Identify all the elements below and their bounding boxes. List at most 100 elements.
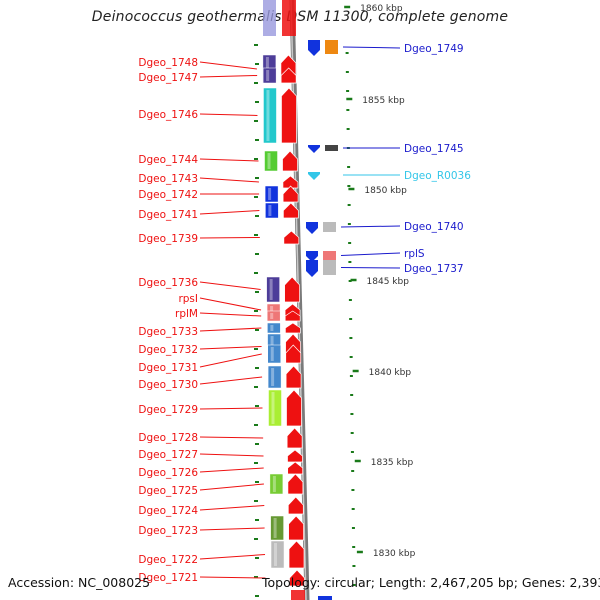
gene-label: Dgeo_1723 bbox=[138, 525, 198, 537]
leader-line bbox=[199, 483, 264, 491]
gene-box-shine bbox=[274, 543, 278, 566]
gene-left-Dgeo_1743: Dgeo_1743 bbox=[138, 173, 299, 189]
gene-arrow bbox=[287, 496, 304, 515]
gene-label: Dgeo_1728 bbox=[138, 432, 198, 444]
gene-label: Dgeo_1741 bbox=[138, 209, 198, 221]
gene-arrow bbox=[286, 427, 303, 449]
gene-left-Dgeo_1742: Dgeo_1742 bbox=[138, 185, 299, 203]
gene-arrow-reverse bbox=[306, 222, 318, 234]
leader-line bbox=[199, 467, 264, 473]
scale-label: 1830 kbp bbox=[373, 549, 416, 559]
map-title: Deinococcus geothermalis DSM 11300, comp… bbox=[91, 9, 509, 25]
gene-box bbox=[323, 222, 336, 232]
gene-left-Dgeo_1733: Dgeo_1733 bbox=[138, 322, 301, 338]
leader-line bbox=[340, 225, 401, 228]
gene-box bbox=[325, 145, 338, 151]
gene-arrow bbox=[280, 67, 297, 84]
leader-line bbox=[199, 576, 266, 579]
gene-arrow bbox=[286, 389, 302, 427]
gene-box bbox=[266, 310, 281, 322]
gene-box bbox=[267, 365, 282, 389]
gene-box-shine bbox=[271, 368, 275, 386]
gene-label: Dgeo_1722 bbox=[138, 554, 198, 566]
gene-left-Dgeo_1724: Dgeo_1724 bbox=[138, 496, 304, 517]
leader-line bbox=[199, 505, 265, 511]
gene-left-Dgeo_1739: Dgeo_1739 bbox=[138, 230, 300, 245]
leader-line bbox=[199, 210, 260, 215]
gene-box-shine bbox=[270, 313, 274, 319]
leader-line bbox=[199, 436, 264, 439]
gene-box bbox=[267, 322, 281, 334]
gene-left-Dgeo_1744: Dgeo_1744 bbox=[138, 150, 298, 172]
gene-box bbox=[264, 185, 279, 203]
gene-right-Dgeo_1749: Dgeo_1749 bbox=[308, 40, 464, 56]
leader-line bbox=[199, 297, 262, 311]
gene-box bbox=[266, 276, 280, 303]
gene-box bbox=[265, 202, 279, 219]
gene-left-rplM: rplM bbox=[175, 308, 301, 322]
leader-line bbox=[199, 61, 257, 70]
gene-label: Dgeo_1731 bbox=[138, 362, 198, 374]
gene-label: Dgeo_1743 bbox=[138, 173, 198, 185]
gene-arrow bbox=[285, 322, 301, 334]
gene-box bbox=[269, 473, 284, 495]
gene-arrow bbox=[287, 449, 303, 463]
gene-box bbox=[264, 150, 278, 172]
gene-arrow bbox=[283, 230, 300, 245]
scale-label: 1840 kbp bbox=[369, 368, 412, 378]
gene-box-shine bbox=[266, 90, 270, 141]
gene-arrow-reverse bbox=[308, 172, 320, 180]
gene-label: Dgeo_1737 bbox=[404, 263, 464, 275]
scale-label: 1850 kbp bbox=[364, 186, 407, 196]
gene-right-Dgeo_1745: Dgeo_1745 bbox=[308, 143, 464, 155]
gene-left-Dgeo_1747: Dgeo_1747 bbox=[138, 67, 297, 84]
scale-label: 1835 kbp bbox=[371, 458, 414, 468]
gene-label: rplS bbox=[404, 248, 425, 260]
gene-box-shine bbox=[272, 476, 276, 492]
gene-left-Dgeo_1729: Dgeo_1729 bbox=[138, 389, 302, 427]
gene-label: Dgeo_1725 bbox=[138, 485, 198, 497]
gene-label: Dgeo_1740 bbox=[404, 221, 464, 233]
gene-label: rpsI bbox=[178, 293, 198, 305]
gene-arrow bbox=[287, 473, 304, 495]
gene-right-Dgeo_R0036: Dgeo_R0036 bbox=[308, 170, 471, 182]
gene-label: Dgeo_1742 bbox=[138, 189, 198, 201]
gene-box-partial-top bbox=[263, 0, 276, 36]
gene-arrow bbox=[284, 310, 301, 322]
gene-box-shine bbox=[269, 279, 273, 300]
leader-line bbox=[199, 237, 260, 239]
gene-left-Dgeo_1728: Dgeo_1728 bbox=[138, 427, 303, 449]
gene-box-shine bbox=[266, 70, 270, 81]
gene-label: Dgeo_1748 bbox=[138, 57, 198, 69]
gene-label: Dgeo_1727 bbox=[138, 449, 198, 461]
leader-line bbox=[199, 353, 262, 368]
gene-arrow bbox=[287, 461, 304, 475]
leader-line bbox=[199, 407, 263, 410]
gene-box bbox=[325, 40, 338, 54]
gene-arrow-reverse bbox=[306, 260, 318, 277]
gene-arrow-reverse bbox=[308, 40, 320, 56]
leader-line bbox=[199, 75, 258, 78]
gene-arrow bbox=[288, 540, 305, 569]
gene-arrow bbox=[284, 303, 301, 317]
gene-label: rplM bbox=[175, 308, 198, 320]
gene-left-Dgeo_1741: Dgeo_1741 bbox=[138, 202, 299, 221]
scale-label: 1855 kbp bbox=[362, 96, 405, 106]
accession-text: Accession: NC_008025 bbox=[8, 575, 151, 590]
gene-arrow bbox=[283, 202, 299, 219]
gene-arrow bbox=[289, 569, 305, 587]
leader-line bbox=[340, 267, 401, 269]
leader-line bbox=[199, 312, 262, 317]
gene-box bbox=[268, 389, 282, 427]
gene-left-Dgeo_1725: Dgeo_1725 bbox=[138, 473, 304, 497]
gene-arrow-partial-top bbox=[282, 0, 296, 36]
gene-label: Dgeo_1745 bbox=[404, 143, 464, 155]
gene-label: Dgeo_1744 bbox=[138, 154, 198, 166]
gene-left-Dgeo_1723: Dgeo_1723 bbox=[138, 515, 304, 541]
gene-box-shine bbox=[268, 205, 272, 216]
leader-line bbox=[199, 177, 259, 183]
leader-line bbox=[199, 281, 261, 290]
scale-label: 1845 kbp bbox=[367, 277, 410, 287]
gene-box bbox=[262, 67, 277, 84]
